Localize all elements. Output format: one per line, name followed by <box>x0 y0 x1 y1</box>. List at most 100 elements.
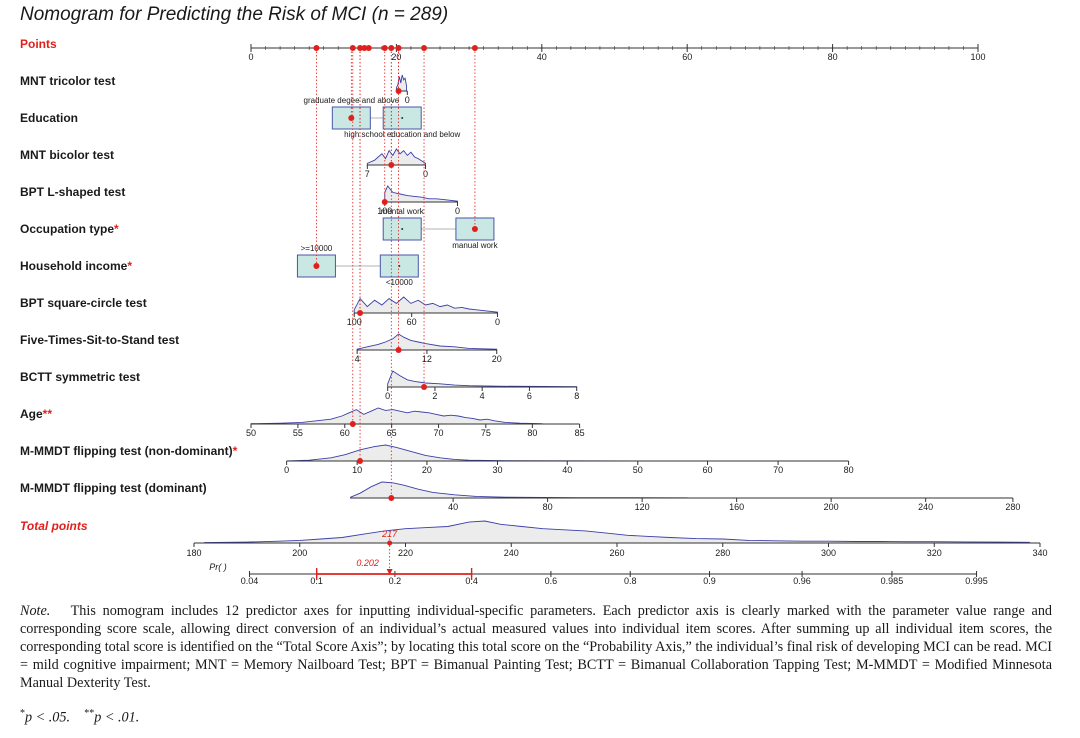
row-axis-tick-label: 50 <box>246 428 256 438</box>
density-curve <box>350 481 688 499</box>
row-value-marker <box>388 495 395 501</box>
note-head: Note. <box>20 603 51 619</box>
row-axis-tick-label: 75 <box>481 428 491 438</box>
row-label-text: Five-Times-Sit-to-Stand test <box>20 333 179 347</box>
row-label: Household income* <box>20 259 132 273</box>
row-axis-tick-label: 50 <box>633 465 643 475</box>
probability-axis-tick-label: 0.985 <box>881 576 904 586</box>
row-label-text: BCTT symmetric test <box>20 370 140 384</box>
note-text: This nomogram includes 12 predictor axes… <box>20 603 1053 691</box>
points-axis-tick-label: 40 <box>537 52 547 62</box>
row-axis-tick-label: 55 <box>293 428 303 438</box>
row-axis-tick-label: 7 <box>365 169 370 179</box>
sig-mark-1: * <box>20 708 25 719</box>
row-8-plot: 0 2 4 6 8 <box>385 370 579 401</box>
total-axis-tick-label: 240 <box>504 548 519 558</box>
significance-star: * <box>127 259 132 273</box>
row-axis-tick-label: 280 <box>1005 502 1020 512</box>
row-value-marker <box>349 421 356 427</box>
row-axis-tick-label: 240 <box>918 502 933 512</box>
probability-axis-tick-label: 0.9 <box>703 576 716 586</box>
total-points-label: Total points <box>20 519 88 533</box>
probability-axis-tick-label: 0.1 <box>310 576 323 586</box>
row-value-marker <box>381 199 388 205</box>
points-axis-tick-label: 100 <box>970 52 985 62</box>
row-axis-tick-label: 6 <box>527 391 532 401</box>
density-curve <box>356 333 498 351</box>
points-axis-tick-label: 80 <box>828 52 838 62</box>
row-axis-tick-label: 0 <box>284 465 289 475</box>
total-axis-tick-label: 300 <box>821 548 836 558</box>
row-label-text: M-MMDT flipping test (dominant) <box>20 481 207 495</box>
probability-axis-tick-label: 0.8 <box>624 576 637 586</box>
figure-note: Note. This nomogram includes 12 predicto… <box>20 602 1052 692</box>
row-5-plot: >=10000<10000 <box>296 244 419 287</box>
total-axis-tick-label: 180 <box>186 548 201 558</box>
row-label: MNT bicolor test <box>20 148 114 162</box>
row-labels: MNT tricolor test Education MNT bicolor te… <box>20 74 238 495</box>
row-axis-tick-label: 100 <box>347 317 362 327</box>
row-11-plot: 40 80 120 160 200 240 280 <box>350 481 1020 512</box>
points-axis-marker <box>421 45 428 51</box>
row-axis-tick-label: 0 <box>405 95 410 105</box>
row-label-text: MNT bicolor test <box>20 148 114 162</box>
total-axis-tick-label: 280 <box>715 548 730 558</box>
probability-axis-tick-label: 0.4 <box>465 576 478 586</box>
total-density-curve <box>204 520 1030 544</box>
row-axis-tick-label: 70 <box>434 428 444 438</box>
row-label-text: BPT L-shaped test <box>20 185 125 199</box>
points-axis-marker <box>365 45 372 51</box>
row-axis-tick-label: 10 <box>352 465 362 475</box>
row-label-text: Occupation type <box>20 222 114 236</box>
row-label: M-MMDT flipping test (non-dominant)* <box>20 444 238 458</box>
category-center-dot <box>401 228 404 230</box>
row-axis-tick-label: 100 <box>377 206 392 216</box>
density-curve <box>387 370 578 388</box>
row-axis-tick-label: 0 <box>385 391 390 401</box>
row-axis-tick-label: 4 <box>480 391 485 401</box>
probability-axis-tick-label: 0.2 <box>389 576 402 586</box>
total-value-marker <box>387 540 393 546</box>
density-curve <box>250 407 543 425</box>
points-axis-tick-label: 20 <box>391 52 401 62</box>
total-axis-tick-label: 320 <box>927 548 942 558</box>
row-label-text: Household income <box>20 259 128 273</box>
significance-legend: *p < .05. **p < .01. <box>20 708 139 727</box>
sig-text-2: p < .01. <box>94 709 140 726</box>
row-axis-tick-label: 20 <box>492 354 502 364</box>
density-curve <box>366 148 426 166</box>
category-center-dot <box>401 117 404 119</box>
points-axis-label: Points <box>20 37 57 51</box>
category-selected-marker <box>471 226 478 232</box>
probability-axis-tick-label: 0.995 <box>965 576 988 586</box>
row-3-plot: 100 0 <box>377 185 460 216</box>
row-label: BCTT symmetric test <box>20 370 140 384</box>
points-axis-marker <box>361 45 368 51</box>
probability-axis-label: Pr( ) <box>209 562 227 572</box>
points-axis-marker <box>388 45 395 51</box>
row-axis-tick-label: 2 <box>432 391 437 401</box>
row-axis-tick-label: 30 <box>492 465 502 475</box>
category-label: mental work <box>381 207 425 216</box>
row-axis-tick-label: 80 <box>543 502 553 512</box>
sig-text-1: p < .05. <box>25 709 71 726</box>
row-label: M-MMDT flipping test (dominant) <box>20 481 207 495</box>
probability-axis: Pr( ) 0.04 0.1 0.2 0.4 0.6 0.8 0.9 0.96 0.985 0.99… <box>209 558 988 586</box>
significance-star: * <box>114 222 119 236</box>
row-axis-tick-label: 20 <box>422 465 432 475</box>
row-7-plot: 4 12 20 <box>355 333 502 364</box>
total-axis-tick-label: 200 <box>292 548 307 558</box>
row-axis-tick-label: 60 <box>340 428 350 438</box>
row-axis-tick-label: 4 <box>355 354 360 364</box>
row-label-text: Age <box>20 407 43 421</box>
row-axis-tick-label: 8 <box>574 391 579 401</box>
probability-value-label: 0.202 <box>356 558 379 568</box>
row-label: BPT square-circle test <box>20 296 147 310</box>
total-axis-tick-label: 260 <box>609 548 624 558</box>
probability-axis-tick-label: 0.04 <box>241 576 259 586</box>
probability-axis-tick-label: 0.96 <box>793 576 811 586</box>
row-10-plot: 0 10 20 30 40 50 60 70 80 <box>284 444 854 475</box>
row-axis-tick-label: 160 <box>729 502 744 512</box>
